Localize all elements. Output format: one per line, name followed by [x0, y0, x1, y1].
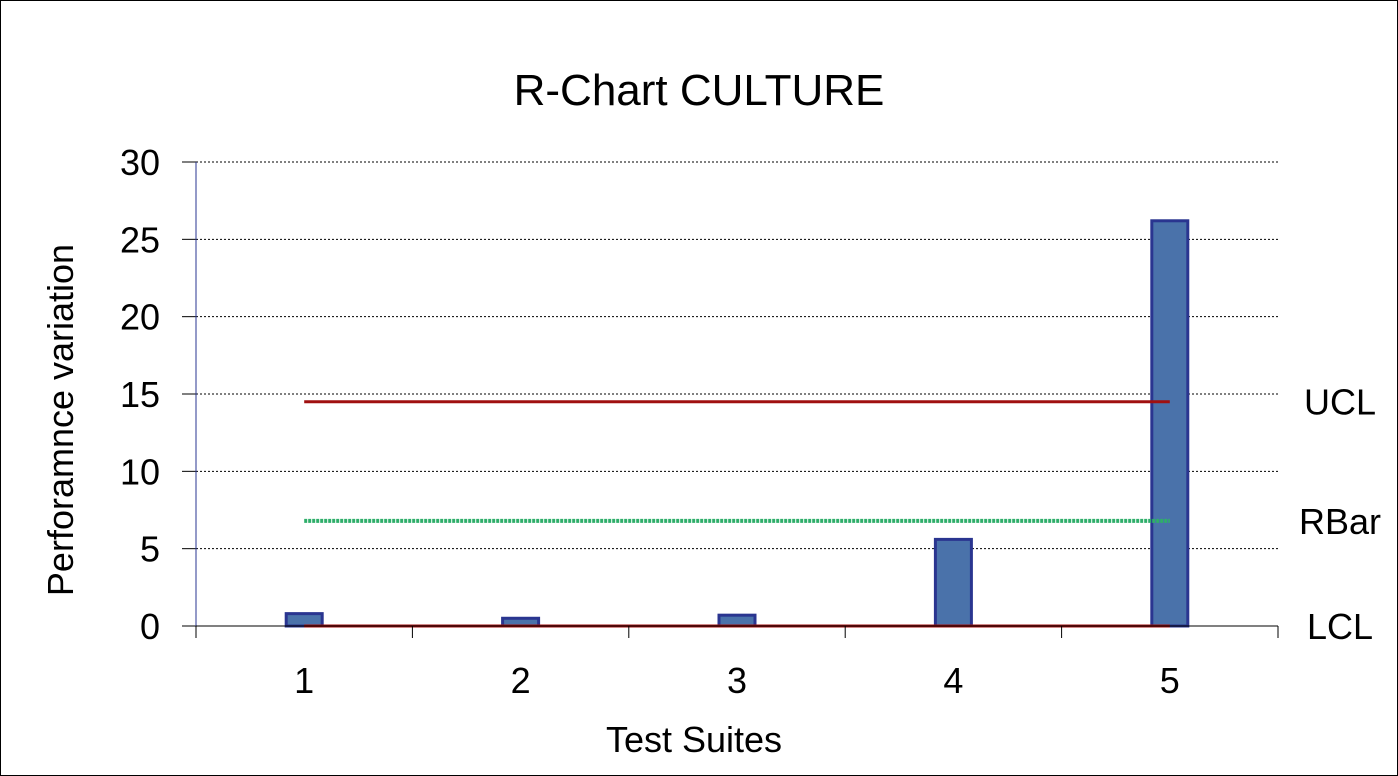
y-tick-label: 10: [120, 451, 160, 492]
y-tick-label: 30: [120, 142, 160, 183]
y-tick-label: 20: [120, 297, 160, 338]
y-tick-labels: 0 5 10 15 20 25 30: [120, 142, 160, 647]
bar: [717, 613, 757, 628]
y-axis-label: Perforamnce variation: [40, 244, 81, 596]
x-tick-label: 1: [294, 660, 314, 701]
x-tick-label: 4: [943, 660, 963, 701]
control-line-label: RBar: [1299, 501, 1381, 542]
bar: [284, 612, 324, 628]
chart-title: R-Chart CULTURE: [514, 66, 885, 115]
control-line-labels: UCL RBar LCL: [1299, 382, 1381, 647]
grid-lines: [196, 161, 1278, 550]
control-lines: [304, 400, 1170, 628]
control-line-label: UCL: [1304, 382, 1376, 423]
control-line-label: LCL: [1307, 606, 1373, 647]
x-tick-label: 5: [1160, 660, 1180, 701]
x-axis-label: Test Suites: [606, 719, 782, 760]
axes: [182, 161, 1279, 638]
bar: [933, 537, 973, 628]
x-tick-label: 3: [727, 660, 747, 701]
bars: [284, 219, 1190, 628]
x-tick-labels: 1 2 3 4 5: [294, 660, 1180, 701]
y-tick-label: 25: [120, 219, 160, 260]
y-tick-label: 5: [140, 529, 160, 570]
bar: [1150, 219, 1190, 628]
x-tick-label: 2: [511, 660, 531, 701]
y-tick-label: 15: [120, 374, 160, 415]
y-tick-label: 0: [140, 606, 160, 647]
